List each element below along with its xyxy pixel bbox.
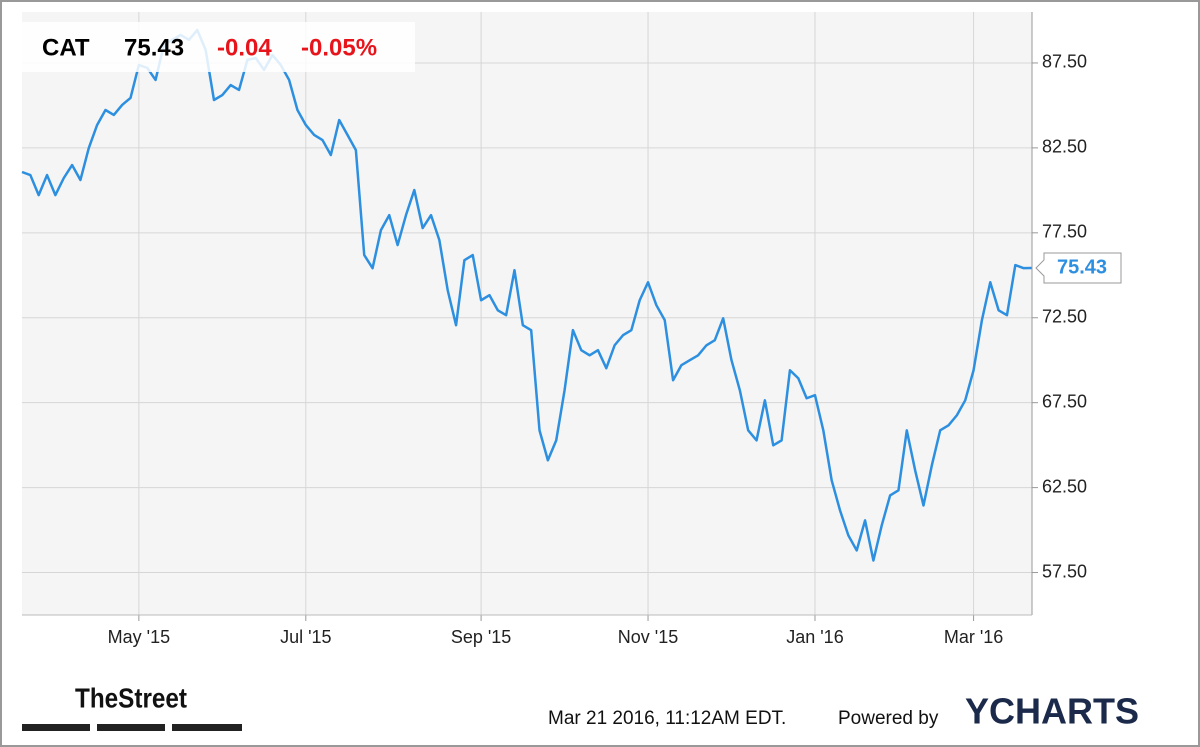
logo-bar [172,724,242,731]
y-tick-label: 77.50 [1042,222,1087,242]
x-tick-label: Sep '15 [451,627,512,647]
powered-by: Powered by [838,708,939,729]
x-tick-label: Mar '16 [944,627,1003,647]
x-tick-label: Jan '16 [786,627,843,647]
change-pct: -0.05% [301,34,377,61]
y-tick-label: 67.50 [1042,391,1087,411]
brand: YCHARTS [965,691,1139,732]
x-tick-label: Nov '15 [618,627,678,647]
x-tick-label: May '15 [108,627,170,647]
price: 75.43 [124,34,184,61]
last-value-box [1035,252,1122,284]
logo-bar [22,724,90,731]
last-value-label: 75.43 [1057,256,1107,278]
y-tick-label: 72.50 [1042,306,1087,326]
change: -0.04 [217,34,272,61]
logo-bar [97,724,165,731]
x-tick-label: Jul '15 [280,627,331,647]
ticker: CAT [42,34,90,61]
timestamp: Mar 21 2016, 11:12AM EDT. [548,708,786,729]
header-box [22,22,415,72]
y-tick-label: 62.50 [1042,476,1087,496]
y-tick-label: 82.50 [1042,137,1087,157]
plot-area [22,12,1032,615]
y-tick-label: 57.50 [1042,561,1087,581]
y-tick-label: 87.50 [1042,52,1087,72]
source-logo: TheStreet [75,682,187,713]
